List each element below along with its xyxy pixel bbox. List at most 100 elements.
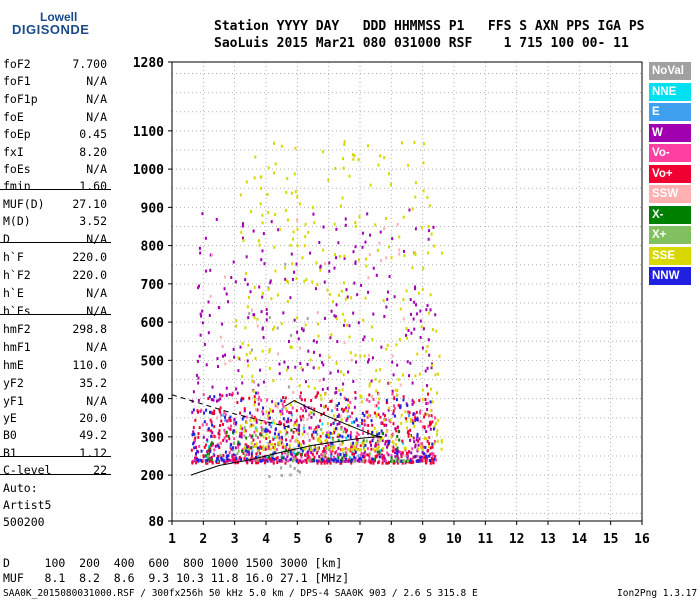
echo-point: [371, 434, 374, 438]
echo-point: [246, 450, 249, 454]
echo-point: [328, 261, 331, 265]
echo-point: [376, 440, 379, 444]
echo-point: [375, 389, 378, 393]
echo-point: [241, 341, 244, 345]
echo-point: [386, 401, 389, 405]
echo-point: [360, 283, 363, 287]
echo-point: [213, 395, 216, 399]
echo-point: [336, 422, 339, 426]
echo-point: [348, 447, 351, 451]
echo-point: [370, 379, 373, 383]
echo-point: [377, 392, 380, 396]
echo-point: [198, 354, 201, 358]
echo-point: [253, 430, 256, 434]
echo-point: [411, 447, 414, 451]
echo-point: [275, 436, 278, 440]
echo-point: [353, 455, 356, 459]
echo-point: [421, 456, 424, 460]
echo-point: [284, 461, 287, 465]
echo-point: [336, 459, 339, 463]
param-name: hmE: [3, 358, 24, 372]
x-tick-label: 11: [478, 532, 494, 547]
x-tick-label: 12: [509, 532, 525, 547]
echo-point: [343, 396, 346, 400]
echo-point: [315, 261, 318, 265]
echo-point: [282, 396, 285, 400]
echo-point: [203, 411, 206, 415]
echo-point: [286, 455, 289, 459]
echo-point: [395, 438, 398, 442]
echo-point: [387, 381, 390, 385]
echo-point: [263, 420, 266, 424]
echo-point: [291, 277, 294, 281]
echo-point: [344, 297, 347, 301]
echo-point: [213, 435, 216, 439]
echo-point: [379, 368, 382, 372]
echo-point: [341, 435, 344, 439]
echo-point: [306, 450, 309, 454]
echo-point: [238, 434, 241, 438]
echo-point: [280, 456, 283, 460]
echo-point: [243, 457, 246, 461]
echo-point: [276, 293, 279, 297]
echo-point: [204, 443, 207, 447]
echo-point: [225, 430, 228, 434]
echo-point: [343, 408, 346, 412]
echo-point: [219, 397, 222, 401]
echo-point: [429, 461, 432, 465]
echo-point: [200, 408, 203, 412]
echo-point: [393, 406, 396, 410]
echo-point: [414, 416, 417, 420]
echo-point: [360, 400, 363, 404]
echo-point: [428, 454, 431, 458]
echo-point: [278, 227, 281, 231]
echo-point: [202, 435, 205, 439]
echo-point: [210, 429, 213, 433]
echo-point: [406, 404, 409, 408]
echo-point: [428, 459, 431, 463]
echo-point: [209, 294, 212, 298]
echo-point: [356, 438, 359, 442]
echo-point: [377, 163, 380, 167]
echo-point: [285, 438, 288, 442]
echo-point: [325, 435, 328, 439]
echo-point: [290, 345, 293, 349]
echo-point: [366, 360, 369, 364]
echo-point: [391, 237, 394, 241]
echo-point: [256, 324, 259, 328]
echo-point: [213, 412, 216, 416]
echo-point: [265, 318, 268, 322]
echo-point: [256, 451, 259, 455]
echo-point: [313, 350, 316, 354]
echo-point: [412, 317, 415, 321]
echo-point: [393, 459, 396, 463]
echo-point: [426, 195, 429, 199]
echo-point: [343, 143, 346, 147]
echo-point: [314, 395, 317, 399]
echo-point: [394, 388, 397, 392]
echo-point: [312, 366, 315, 370]
echo-point: [205, 422, 208, 426]
echo-point: [433, 442, 436, 446]
echo-point: [317, 366, 320, 370]
echo-point: [320, 397, 323, 401]
echo-point: [351, 448, 354, 452]
echo-point: [377, 413, 380, 417]
echo-point: [290, 418, 293, 422]
echo-point: [248, 296, 251, 300]
echo-point: [243, 434, 246, 438]
echo-point: [363, 419, 366, 423]
echo-point: [269, 447, 272, 451]
echo-point: [215, 217, 218, 221]
echo-point: [306, 456, 309, 460]
echo-point: [385, 256, 388, 260]
echo-point: [409, 361, 412, 365]
echo-point: [278, 362, 281, 366]
echo-point: [436, 429, 439, 433]
logo-line1: Lowell: [40, 10, 78, 24]
echo-point: [340, 414, 343, 418]
echo-point: [397, 403, 400, 407]
x-tick-label: 9: [419, 532, 427, 547]
echo-point: [330, 399, 333, 403]
echo-point: [402, 441, 405, 445]
